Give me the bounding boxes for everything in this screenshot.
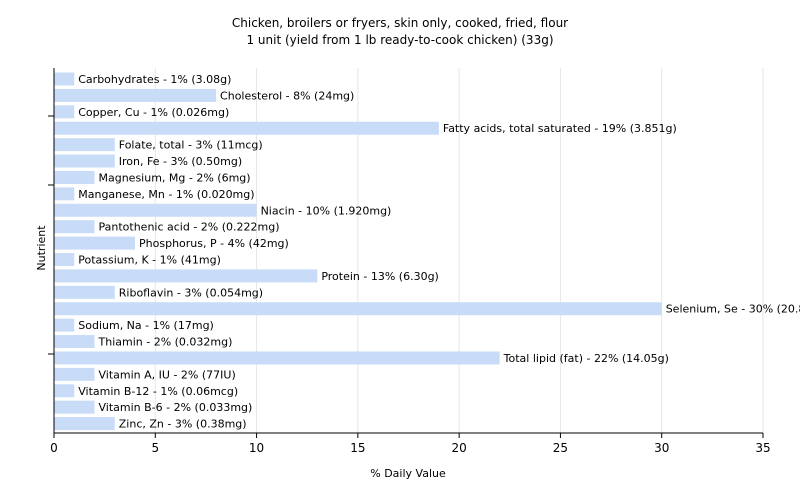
bar-label: Vitamin B-6 - 2% (0.033mg) <box>99 401 253 414</box>
bar-label: Iron, Fe - 3% (0.50mg) <box>119 155 242 168</box>
bar-label: Magnesium, Mg - 2% (6mg) <box>99 171 251 184</box>
bar <box>54 285 115 299</box>
bar <box>54 302 662 316</box>
bar-label: Sodium, Na - 1% (17mg) <box>78 319 214 332</box>
x-tick-label: 15 <box>350 441 365 455</box>
x-axis-label: % Daily Value <box>370 467 446 480</box>
bar <box>54 253 75 266</box>
bar-label: Zinc, Zn - 3% (0.38mg) <box>119 418 247 431</box>
bar <box>54 417 115 431</box>
x-tick-label: 5 <box>151 441 159 455</box>
bar <box>54 335 95 349</box>
x-tick-label: 30 <box>654 441 669 455</box>
bar-label: Phosphorus, P - 4% (42mg) <box>139 237 289 250</box>
bar <box>54 220 95 234</box>
bar-label: Riboflavin - 3% (0.054mg) <box>119 286 263 299</box>
bar <box>54 138 115 152</box>
x-tick-label: 20 <box>452 441 467 455</box>
bar-label: Niacin - 10% (1.920mg) <box>261 204 392 217</box>
bar-label: Pantothenic acid - 2% (0.222mg) <box>99 221 280 234</box>
bar <box>54 318 75 332</box>
bar <box>54 121 439 135</box>
bar-label: Vitamin A, IU - 2% (77IU) <box>99 368 236 381</box>
axes-group: 0 5 10 15 20 25 30 35 <box>48 68 771 455</box>
bar <box>54 72 75 86</box>
bar <box>54 154 115 168</box>
bar <box>54 400 95 414</box>
bar-label: Cholesterol - 8% (24mg) <box>220 89 354 102</box>
chart-subtitle: 1 unit (yield from 1 lb ready-to-cook ch… <box>246 33 553 47</box>
bar-label: Manganese, Mn - 1% (0.020mg) <box>78 188 254 201</box>
bar-label: Vitamin B-12 - 1% (0.06mcg) <box>78 385 238 398</box>
bar <box>54 187 75 201</box>
bar-label: Folate, total - 3% (11mcg) <box>119 139 263 152</box>
x-tick-label: 0 <box>50 441 58 455</box>
bar-label: Carbohydrates - 1% (3.08g) <box>78 73 231 86</box>
bar-label: Copper, Cu - 1% (0.026mg) <box>78 106 229 119</box>
bars-group: Carbohydrates - 1% (3.08g) Cholesterol - … <box>54 72 800 431</box>
bar <box>54 384 75 398</box>
bar <box>54 105 75 119</box>
x-tick-label: 10 <box>249 441 264 455</box>
bar-label: Total lipid (fat) - 22% (14.05g) <box>503 352 669 365</box>
x-tick-label: 35 <box>755 441 770 455</box>
bar <box>54 269 318 283</box>
bar <box>54 351 500 365</box>
x-tick-label: 25 <box>553 441 568 455</box>
bar-label: Protein - 13% (6.30g) <box>321 270 439 283</box>
bar <box>54 203 257 217</box>
bar-label: Potassium, K - 1% (41mg) <box>78 254 221 267</box>
bar <box>54 236 136 250</box>
bar-label: Selenium, Se - 30% (20.8mcg) <box>666 303 800 316</box>
bar-label: Fatty acids, total saturated - 19% (3.85… <box>443 122 677 135</box>
bar <box>54 367 95 381</box>
bar-label: Thiamin - 2% (0.032mg) <box>98 336 233 349</box>
bar <box>54 170 95 184</box>
y-axis-label: Nutrient <box>35 225 48 271</box>
chart-title: Chicken, broilers or fryers, skin only, … <box>232 16 568 30</box>
bar <box>54 88 217 102</box>
